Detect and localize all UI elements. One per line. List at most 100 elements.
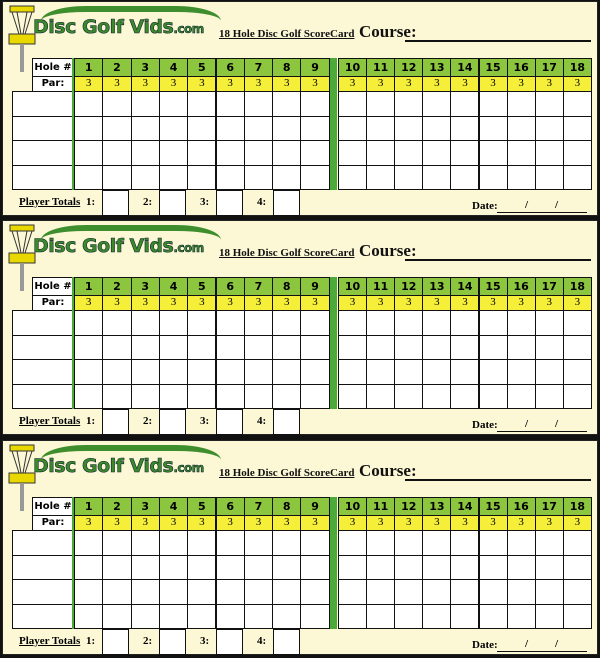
score-cell[interactable]	[394, 310, 424, 336]
score-cell[interactable]	[215, 359, 245, 385]
score-cell[interactable]	[300, 603, 330, 629]
score-cell[interactable]	[187, 359, 217, 385]
score-cell[interactable]	[366, 140, 396, 166]
score-cell[interactable]	[243, 530, 274, 556]
score-cell[interactable]	[338, 310, 368, 336]
score-cell[interactable]	[272, 334, 302, 360]
score-cell[interactable]	[158, 383, 189, 409]
score-cell[interactable]	[338, 530, 368, 556]
player-name-field[interactable]	[12, 164, 74, 190]
player-name-field[interactable]	[12, 115, 74, 141]
score-cell[interactable]	[102, 530, 132, 556]
score-cell[interactable]	[394, 603, 424, 629]
score-cell[interactable]	[506, 310, 536, 336]
score-cell[interactable]	[187, 91, 217, 117]
score-cell[interactable]	[450, 334, 480, 360]
score-cell[interactable]	[158, 359, 189, 385]
score-cell[interactable]	[562, 140, 592, 166]
score-cell[interactable]	[215, 140, 245, 166]
score-cell[interactable]	[562, 115, 592, 141]
score-cell[interactable]	[74, 359, 104, 385]
score-cell[interactable]	[534, 530, 564, 556]
score-cell[interactable]	[272, 359, 302, 385]
score-cell[interactable]	[366, 603, 396, 629]
score-cell[interactable]	[422, 310, 452, 336]
score-cell[interactable]	[158, 164, 189, 190]
score-cell[interactable]	[215, 579, 245, 605]
score-cell[interactable]	[366, 530, 396, 556]
score-cell[interactable]	[102, 140, 132, 166]
score-cell[interactable]	[272, 140, 302, 166]
score-cell[interactable]	[272, 91, 302, 117]
score-cell[interactable]	[338, 603, 368, 629]
score-cell[interactable]	[506, 383, 536, 409]
score-cell[interactable]	[158, 554, 189, 580]
score-cell[interactable]	[158, 310, 189, 336]
score-cell[interactable]	[338, 334, 368, 360]
score-cell[interactable]	[394, 530, 424, 556]
score-cell[interactable]	[422, 91, 452, 117]
score-cell[interactable]	[102, 310, 132, 336]
score-cell[interactable]	[300, 91, 330, 117]
score-cell[interactable]	[562, 603, 592, 629]
score-cell[interactable]	[215, 383, 245, 409]
score-cell[interactable]	[366, 164, 396, 190]
score-cell[interactable]	[300, 164, 330, 190]
score-cell[interactable]	[102, 91, 132, 117]
player-total-field[interactable]	[216, 409, 243, 435]
score-cell[interactable]	[158, 91, 189, 117]
score-cell[interactable]	[130, 334, 160, 360]
score-cell[interactable]	[478, 310, 508, 336]
score-cell[interactable]	[534, 140, 564, 166]
score-cell[interactable]	[187, 310, 217, 336]
course-field[interactable]	[405, 40, 591, 42]
score-cell[interactable]	[506, 579, 536, 605]
score-cell[interactable]	[478, 115, 508, 141]
score-cell[interactable]	[450, 530, 480, 556]
score-cell[interactable]	[338, 359, 368, 385]
score-cell[interactable]	[300, 140, 330, 166]
score-cell[interactable]	[300, 115, 330, 141]
score-cell[interactable]	[130, 603, 160, 629]
score-cell[interactable]	[272, 554, 302, 580]
score-cell[interactable]	[187, 530, 217, 556]
score-cell[interactable]	[478, 383, 508, 409]
score-cell[interactable]	[506, 115, 536, 141]
score-cell[interactable]	[130, 359, 160, 385]
score-cell[interactable]	[422, 164, 452, 190]
course-field[interactable]	[405, 479, 591, 481]
score-cell[interactable]	[478, 140, 508, 166]
player-total-field[interactable]	[159, 190, 186, 216]
player-total-field[interactable]	[159, 629, 186, 655]
score-cell[interactable]	[300, 579, 330, 605]
score-cell[interactable]	[158, 603, 189, 629]
score-cell[interactable]	[506, 359, 536, 385]
score-cell[interactable]	[562, 530, 592, 556]
score-cell[interactable]	[534, 383, 564, 409]
player-name-field[interactable]	[12, 140, 74, 166]
score-cell[interactable]	[338, 383, 368, 409]
score-cell[interactable]	[74, 554, 104, 580]
score-cell[interactable]	[534, 115, 564, 141]
date-field[interactable]	[497, 431, 587, 432]
player-name-field[interactable]	[12, 310, 74, 336]
score-cell[interactable]	[478, 334, 508, 360]
score-cell[interactable]	[243, 554, 274, 580]
score-cell[interactable]	[187, 554, 217, 580]
score-cell[interactable]	[102, 603, 132, 629]
score-cell[interactable]	[506, 164, 536, 190]
score-cell[interactable]	[102, 579, 132, 605]
score-cell[interactable]	[243, 310, 274, 336]
score-cell[interactable]	[366, 359, 396, 385]
score-cell[interactable]	[450, 310, 480, 336]
score-cell[interactable]	[506, 334, 536, 360]
score-cell[interactable]	[187, 579, 217, 605]
score-cell[interactable]	[74, 334, 104, 360]
score-cell[interactable]	[187, 603, 217, 629]
score-cell[interactable]	[338, 115, 368, 141]
score-cell[interactable]	[534, 579, 564, 605]
score-cell[interactable]	[187, 164, 217, 190]
score-cell[interactable]	[450, 383, 480, 409]
score-cell[interactable]	[102, 334, 132, 360]
score-cell[interactable]	[450, 164, 480, 190]
